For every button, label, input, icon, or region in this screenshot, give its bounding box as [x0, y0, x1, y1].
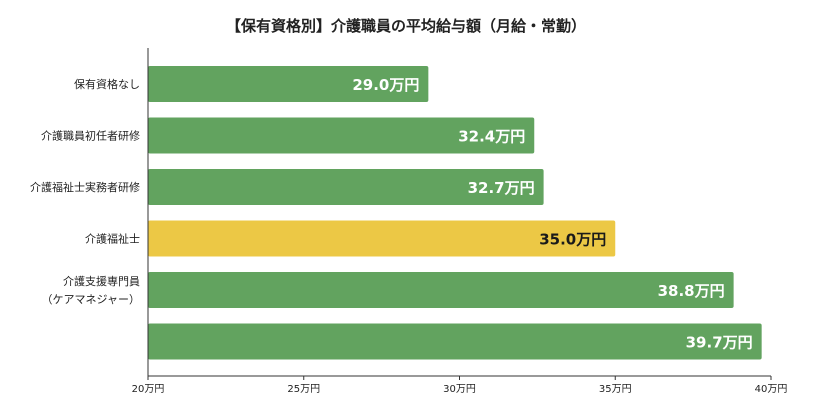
- category-label-2: 介護職員初任者研修: [41, 129, 140, 143]
- bar-value-label-3: 32.7万円: [468, 179, 535, 197]
- axes: 20万円 25万円 30万円 35万円 40万円: [132, 48, 788, 395]
- bar-2: [148, 117, 535, 154]
- category-label-5-line-2: （ケアマネジャー）: [42, 293, 140, 306]
- bar-value-label-2: 32.4万円: [458, 128, 525, 146]
- bar-value-label-6: 39.7万円: [686, 334, 753, 352]
- x-tick-label-3: 30万円: [443, 384, 476, 395]
- bar-value-label-1: 29.0万円: [352, 76, 419, 94]
- x-tick-label-2: 25万円: [287, 384, 320, 395]
- chart-title: 【保有資格別】介護職員の平均給与額（月給・常勤）: [226, 17, 586, 35]
- x-tick-label-4: 35万円: [599, 384, 632, 395]
- bar-4: [148, 220, 616, 257]
- x-tick-label-1: 20万円: [132, 384, 165, 395]
- x-tick-label-5: 40万円: [755, 384, 788, 395]
- bar-3: [148, 169, 544, 205]
- bar-1: [148, 66, 429, 102]
- category-label-3: 介護福祉士実務者研修: [30, 180, 140, 194]
- category-label-1: 保有資格なし: [74, 77, 140, 91]
- bar-6: [148, 323, 762, 360]
- bars-layer: 29.0万円 32.4万円 32.7万円 35.0万円 38.8万円 39.7万円: [148, 66, 762, 360]
- bar-value-label-4: 35.0万円: [539, 231, 606, 249]
- bar-5: [148, 272, 734, 308]
- category-label-5-line-1: 介護支援専門員: [63, 274, 140, 288]
- category-label-4: 介護福祉士: [85, 232, 140, 246]
- bar-value-label-5: 38.8万円: [658, 282, 725, 300]
